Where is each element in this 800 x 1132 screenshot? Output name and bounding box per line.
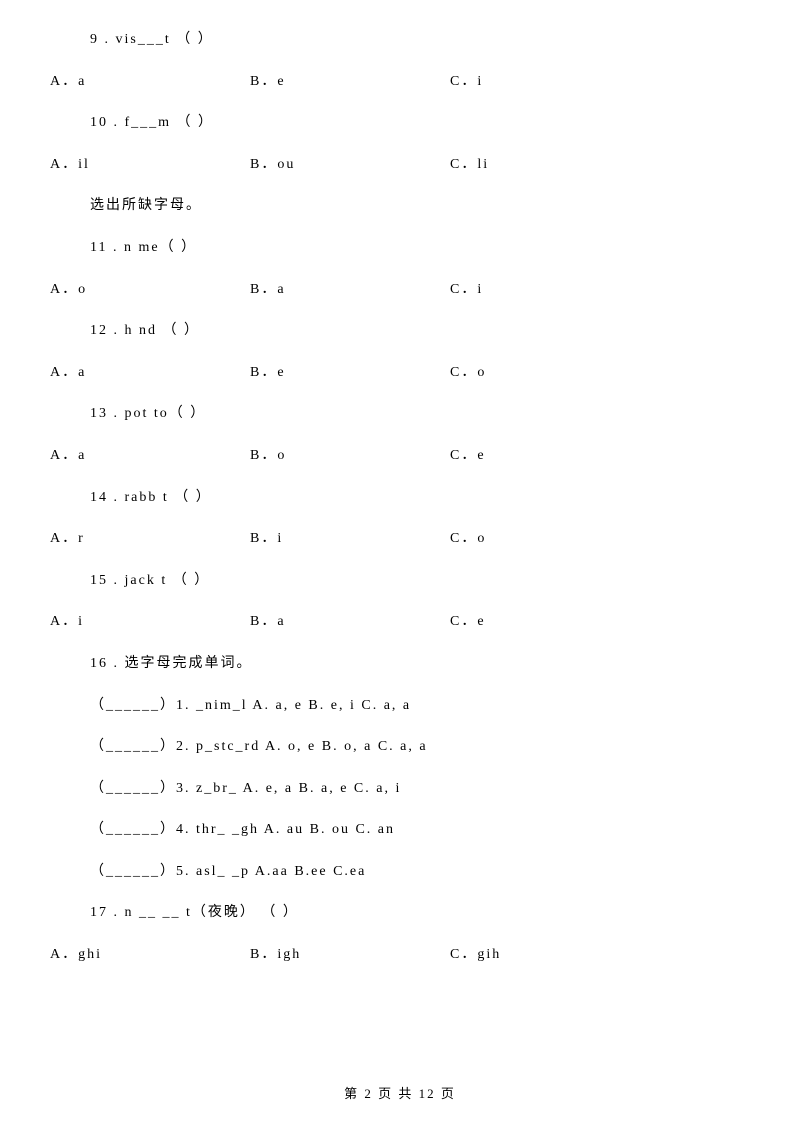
q13-stem: 13 . pot to（ ） xyxy=(50,404,750,424)
q14-options: A．r B．i C．o xyxy=(50,529,750,549)
q14-opt-c: C．o xyxy=(450,529,650,549)
q13-opt-b: B．o xyxy=(250,446,450,466)
q16-line-5: （______）5. asl_ _p A.aa B.ee C.ea xyxy=(50,862,750,882)
q9-opt-a: A．a xyxy=(50,72,250,92)
page-footer: 第 2 页 共 12 页 xyxy=(0,1083,800,1102)
q10-options: A．il B．ou C．li xyxy=(50,155,750,175)
q16-line-3: （______）3. z_br_ A. e, a B. a, e C. a, i xyxy=(50,779,750,799)
q14-stem: 14 . rabb t （ ） xyxy=(50,488,750,508)
q16-line-2: （______）2. p_stc_rd A. o, e B. o, a C. a… xyxy=(50,737,750,757)
q16-title: 16 . 选字母完成单词。 xyxy=(50,654,750,674)
q12-opt-a: A．a xyxy=(50,363,250,383)
q17-opt-c: C．gih xyxy=(450,945,650,965)
q11-opt-a: A．o xyxy=(50,280,250,300)
q10-opt-a: A．il xyxy=(50,155,250,175)
q9-opt-c: C．i xyxy=(450,72,650,92)
q12-options: A．a B．e C．o xyxy=(50,363,750,383)
q17-options: A．ghi B．igh C．gih xyxy=(50,945,750,965)
q13-options: A．a B．o C．e xyxy=(50,446,750,466)
q11-opt-c: C．i xyxy=(450,280,650,300)
q12-stem: 12 . h nd （ ） xyxy=(50,321,750,341)
q15-stem: 15 . jack t （ ） xyxy=(50,571,750,591)
q13-opt-c: C．e xyxy=(450,446,650,466)
q9-stem: 9 . vis___t （ ） xyxy=(50,30,750,50)
q16-line-1: （______）1. _nim_l A. a, e B. e, i C. a, … xyxy=(50,696,750,716)
q11-opt-b: B．a xyxy=(250,280,450,300)
q15-options: A．i B．a C．e xyxy=(50,612,750,632)
q15-opt-c: C．e xyxy=(450,612,650,632)
section-title: 选出所缺字母。 xyxy=(50,196,750,216)
q11-options: A．o B．a C．i xyxy=(50,280,750,300)
q12-opt-c: C．o xyxy=(450,363,650,383)
q9-options: A．a B．e C．i xyxy=(50,72,750,92)
q16-line-4: （______）4. thr_ _gh A. au B. ou C. an xyxy=(50,820,750,840)
q9-opt-b: B．e xyxy=(250,72,450,92)
q13-opt-a: A．a xyxy=(50,446,250,466)
q17-opt-a: A．ghi xyxy=(50,945,250,965)
q10-stem: 10 . f___m （ ） xyxy=(50,113,750,133)
q10-opt-c: C．li xyxy=(450,155,650,175)
q15-opt-a: A．i xyxy=(50,612,250,632)
q17-opt-b: B．igh xyxy=(250,945,450,965)
q14-opt-b: B．i xyxy=(250,529,450,549)
q11-stem: 11 . n me（ ） xyxy=(50,238,750,258)
q15-opt-b: B．a xyxy=(250,612,450,632)
q12-opt-b: B．e xyxy=(250,363,450,383)
q17-stem: 17 . n __ __ t（夜晚） （ ） xyxy=(50,903,750,923)
q14-opt-a: A．r xyxy=(50,529,250,549)
q10-opt-b: B．ou xyxy=(250,155,450,175)
